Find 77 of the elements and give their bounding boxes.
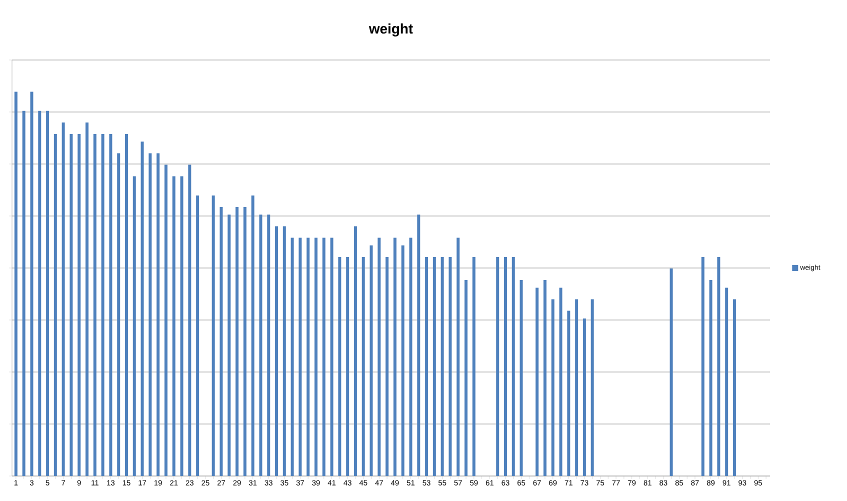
bar: [512, 256, 515, 476]
bar: [267, 214, 270, 476]
bar: [362, 256, 365, 476]
bar: [354, 226, 357, 476]
bar: [54, 134, 57, 476]
bar: [117, 153, 120, 476]
bar: [14, 92, 18, 476]
bar: [732, 299, 736, 476]
bar: [306, 238, 310, 476]
bar: [472, 256, 476, 476]
bar: [709, 280, 712, 476]
bar: [164, 164, 168, 476]
bar: [567, 310, 570, 476]
bar: [212, 195, 215, 476]
bar: [78, 134, 81, 476]
bar: [30, 92, 34, 476]
bar: [346, 256, 350, 476]
bar: [282, 226, 286, 476]
bar: [559, 288, 562, 476]
bar: [290, 238, 294, 476]
bar: [520, 280, 523, 476]
bar: [172, 176, 176, 476]
bar: [38, 110, 42, 476]
bar: [670, 268, 673, 476]
bar: [401, 245, 404, 476]
bar: [101, 134, 104, 476]
bar: [551, 299, 554, 476]
bar: [180, 176, 184, 476]
bar: [93, 134, 96, 476]
bar: [582, 318, 586, 476]
bar: [440, 256, 444, 476]
bar: [188, 164, 192, 476]
bar: [314, 238, 318, 476]
bar: [378, 238, 381, 476]
bar: [148, 153, 152, 476]
bar: [725, 288, 728, 476]
bar: [236, 206, 239, 476]
bar: [386, 256, 389, 476]
bar: [275, 226, 278, 476]
bar: [464, 280, 468, 476]
bar: [259, 214, 262, 476]
bar: [156, 153, 160, 476]
bar: [220, 206, 223, 476]
bar: [298, 238, 302, 476]
bar: [243, 206, 246, 476]
bar: [62, 122, 65, 476]
bar: [70, 134, 73, 476]
bar: [543, 280, 546, 476]
bar: [448, 256, 452, 476]
bar: [322, 238, 326, 476]
bar: [456, 238, 460, 476]
bar: [590, 299, 594, 476]
bar: [425, 256, 428, 476]
bar: [393, 238, 396, 476]
bar: [196, 195, 200, 476]
bar: [132, 176, 136, 476]
bar: [575, 299, 578, 476]
bar: [432, 256, 436, 476]
bar: [338, 256, 342, 476]
bar: [717, 256, 720, 476]
bar: [228, 214, 231, 476]
bar: [330, 238, 334, 476]
bar: [536, 288, 539, 476]
bar: [251, 195, 254, 476]
bar: [86, 122, 89, 476]
chart-title: weight: [368, 23, 413, 36]
bar: [22, 110, 26, 476]
bar: [46, 110, 50, 476]
bar: [140, 142, 144, 476]
bar: [409, 238, 412, 476]
bar: [370, 245, 373, 476]
bar: [504, 256, 507, 476]
bar: [109, 134, 112, 476]
bar: [496, 256, 500, 476]
bar: [124, 134, 128, 476]
bar: [701, 256, 704, 476]
bar: [417, 214, 420, 476]
